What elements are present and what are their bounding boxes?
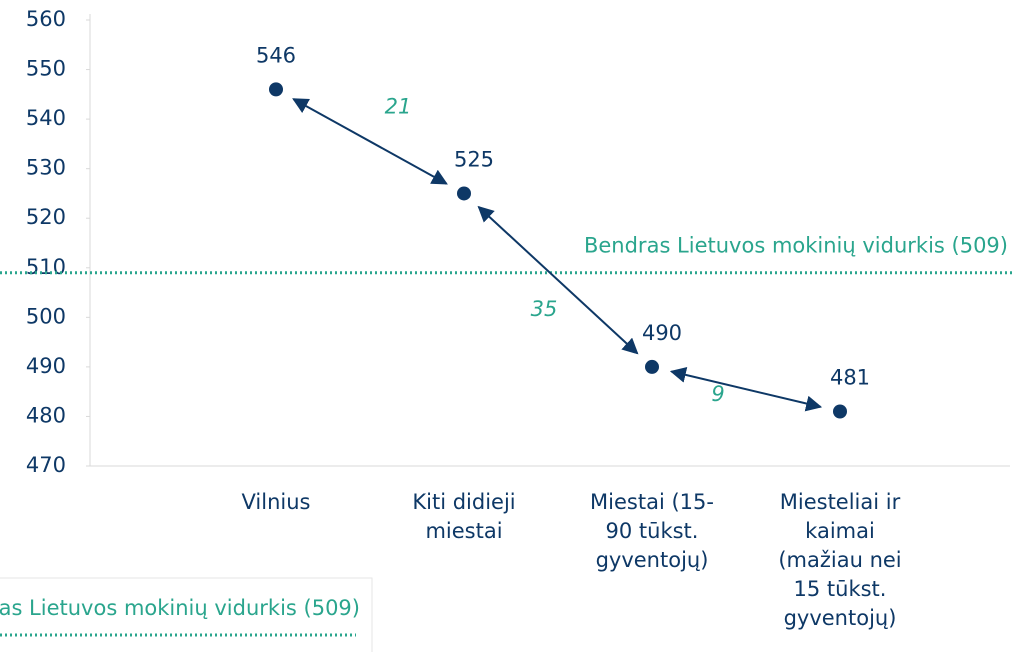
difference-label: 9 [711, 382, 724, 406]
y-tick-label: 520 [26, 205, 66, 229]
value-label: 481 [830, 365, 870, 389]
y-tick-label: 500 [26, 304, 66, 328]
point [457, 186, 471, 201]
difference-label: 35 [531, 297, 558, 321]
reference-label: Bendras Lietuvos mokinių vidurkis (509) [584, 234, 1008, 258]
y-tick-label: 560 [26, 7, 66, 31]
value-label: 546 [256, 43, 296, 67]
difference-arrow [292, 98, 448, 185]
y-tick-label: 470 [26, 453, 66, 477]
y-tick-label: 490 [26, 354, 66, 378]
y-tick-label: 530 [26, 156, 66, 180]
x-tick-label: Vilnius [241, 490, 311, 514]
difference-label: 21 [385, 94, 412, 118]
difference-arrow [477, 205, 639, 355]
x-tick-label: Miesteliai ir kaimai (mažiau nei 15 tūks… [778, 490, 902, 630]
y-tick-label: 510 [26, 255, 66, 279]
point [269, 82, 283, 97]
value-label: 525 [454, 147, 494, 171]
y-tick-label: 550 [26, 57, 66, 81]
point [833, 404, 847, 419]
legend-label: Bendras Lietuvos mokinių vidurkis (509) [0, 596, 360, 620]
difference-arrow [669, 367, 823, 412]
x-tick-label: Kiti didieji miestai [412, 490, 516, 543]
legend-box [0, 577, 373, 652]
y-tick-label: 540 [26, 106, 66, 130]
point [645, 359, 659, 374]
y-tick-label: 480 [26, 403, 66, 427]
value-label: 490 [642, 321, 682, 345]
x-tick-label: Miestai (15- 90 tūkst. gyventojų) [590, 490, 714, 572]
